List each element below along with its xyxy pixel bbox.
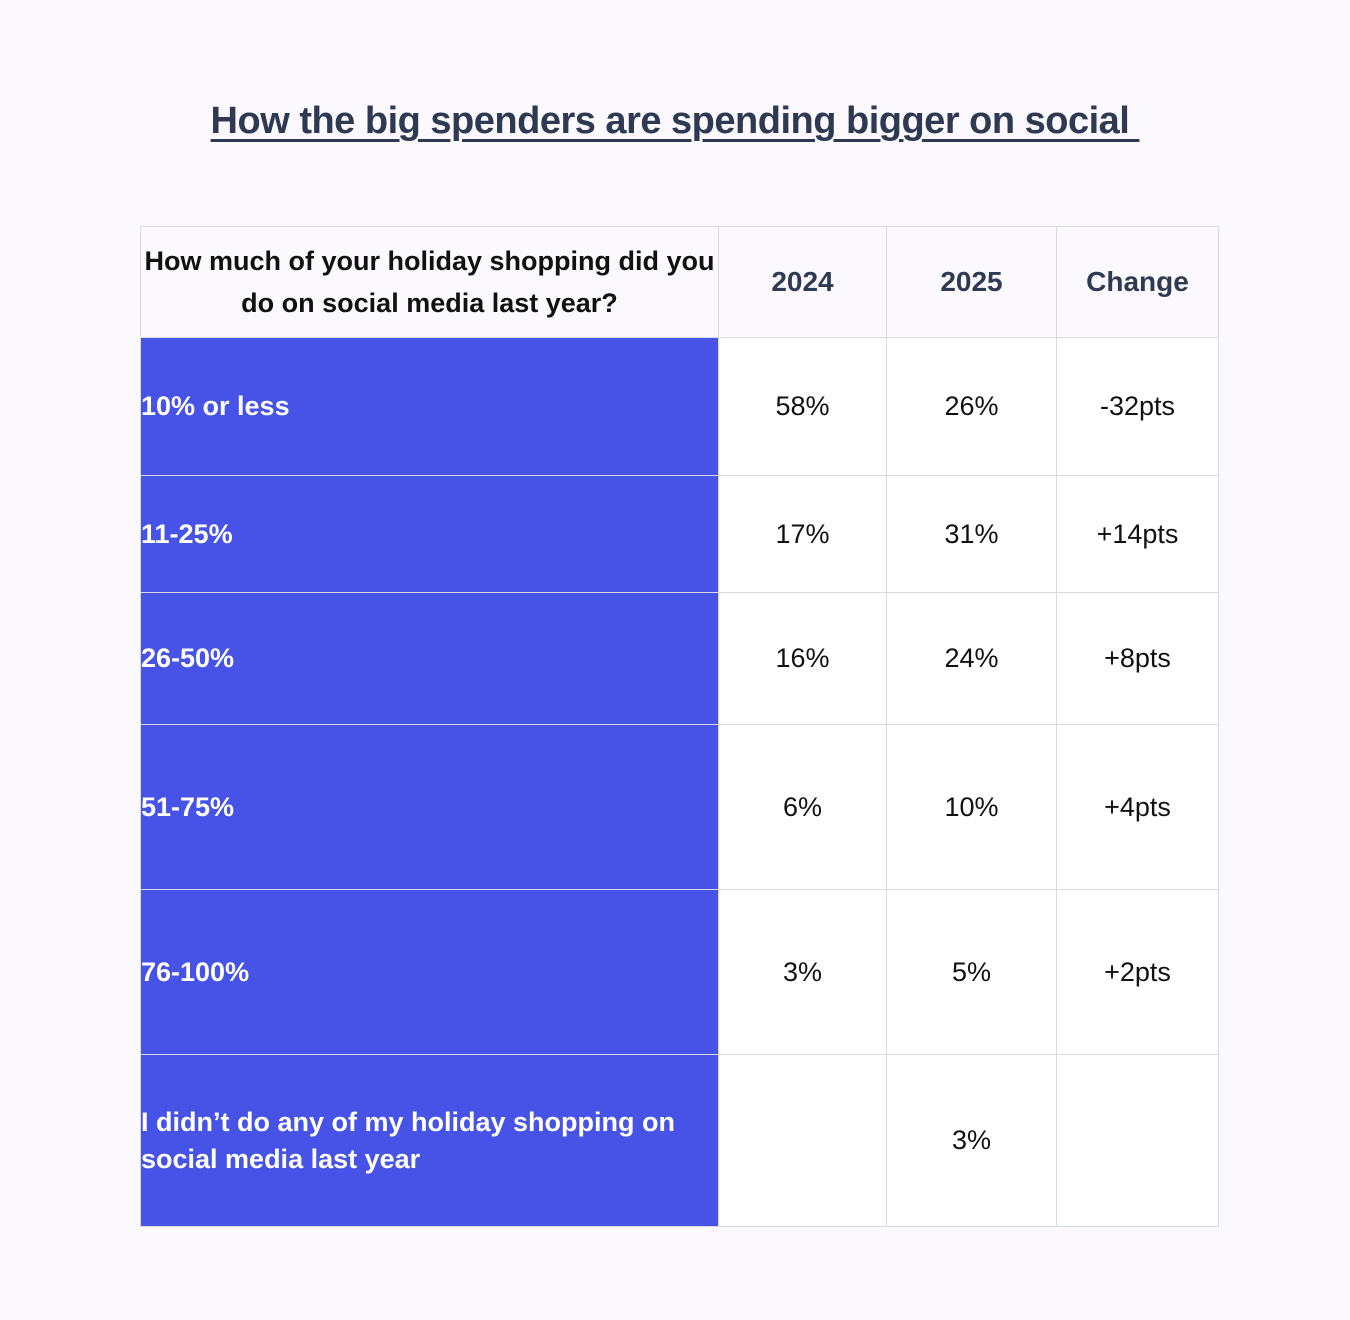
cell-2024	[718, 1054, 887, 1227]
cell-2024: 17%	[718, 475, 887, 593]
row-label: 10% or less	[140, 337, 719, 476]
data-table: How much of your holiday shopping did yo…	[140, 226, 1219, 1227]
cell-2025: 26%	[886, 337, 1057, 476]
row-label: I didn’t do any of my holiday shopping o…	[140, 1054, 719, 1227]
table-row: 51-75% 6% 10% +4pts	[140, 724, 1219, 890]
row-label: 26-50%	[140, 592, 719, 725]
row-label: 76-100%	[140, 889, 719, 1055]
table-row: 26-50% 16% 24% +8pts	[140, 592, 1219, 725]
table-row: I didn’t do any of my holiday shopping o…	[140, 1054, 1219, 1227]
table-row: 10% or less 58% 26% -32pts	[140, 337, 1219, 476]
cell-2025: 3%	[886, 1054, 1057, 1227]
column-header-change: Change	[1056, 226, 1219, 338]
cell-2025: 5%	[886, 889, 1057, 1055]
cell-2024: 3%	[718, 889, 887, 1055]
cell-change	[1056, 1054, 1219, 1227]
cell-change: +2pts	[1056, 889, 1219, 1055]
column-header-2025: 2025	[886, 226, 1057, 338]
cell-2024: 6%	[718, 724, 887, 890]
cell-change: +8pts	[1056, 592, 1219, 725]
table-row: 11-25% 17% 31% +14pts	[140, 475, 1219, 593]
row-label: 11-25%	[140, 475, 719, 593]
row-label: 51-75%	[140, 724, 719, 890]
cell-2025: 10%	[886, 724, 1057, 890]
table-header-row: How much of your holiday shopping did yo…	[140, 226, 1219, 338]
table-row: 76-100% 3% 5% +2pts	[140, 889, 1219, 1055]
cell-change: +4pts	[1056, 724, 1219, 890]
cell-change: -32pts	[1056, 337, 1219, 476]
cell-2024: 58%	[718, 337, 887, 476]
cell-2025: 31%	[886, 475, 1057, 593]
cell-change: +14pts	[1056, 475, 1219, 593]
chart-title: How the big spenders are spending bigger…	[210, 100, 1140, 142]
column-header-2024: 2024	[718, 226, 887, 338]
question-header: How much of your holiday shopping did yo…	[140, 226, 719, 338]
cell-2025: 24%	[886, 592, 1057, 725]
cell-2024: 16%	[718, 592, 887, 725]
